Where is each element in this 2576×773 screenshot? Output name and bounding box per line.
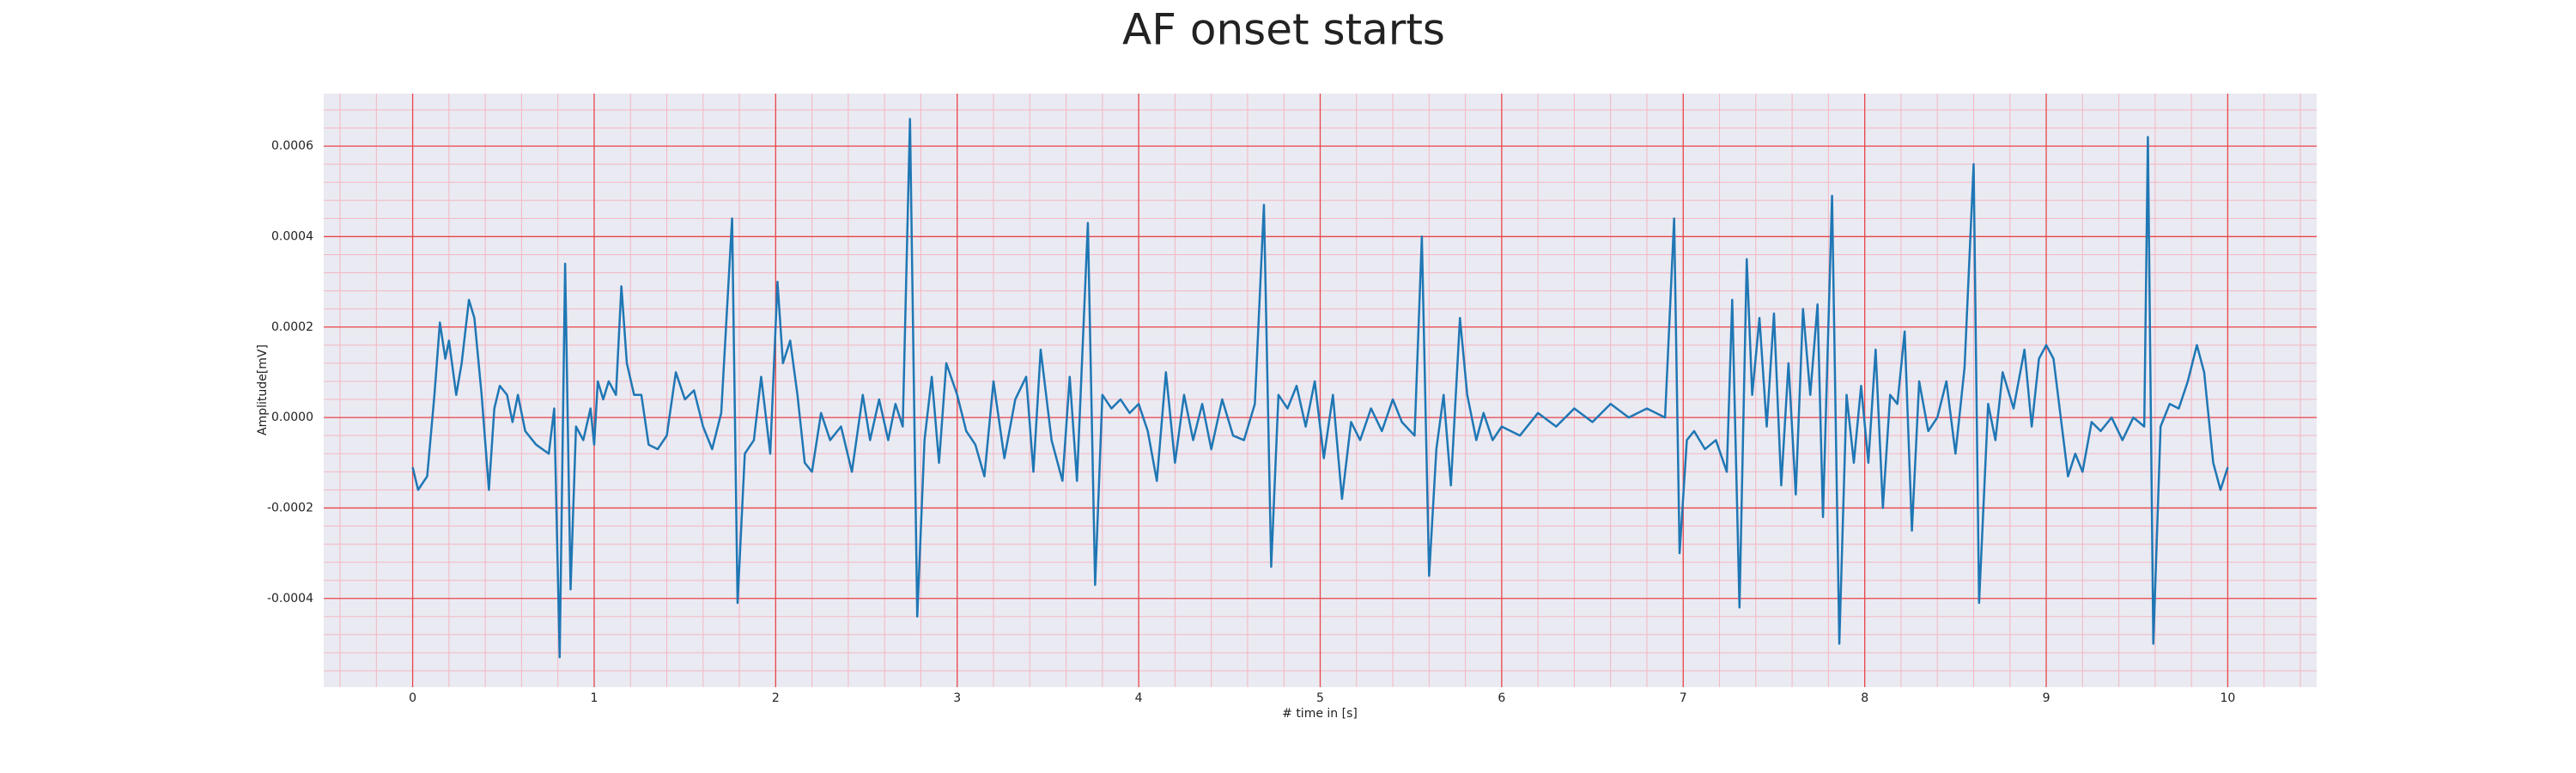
x-tick-label: 9 [2043,691,2050,705]
y-tick-label: 0.0000 [271,411,313,424]
x-tick-label: 4 [1135,691,1143,705]
x-tick-label: 8 [1861,691,1868,705]
x-tick-label: 3 [953,691,961,705]
signal-line [411,118,2229,659]
y-tick-label: 0.0006 [271,139,313,153]
x-tick-label: 1 [591,691,598,705]
x-tick-label: 5 [1316,691,1324,705]
x-tick-label: 0 [409,691,416,705]
y-tick-label: -0.0004 [267,592,313,606]
y-tick-label: 0.0002 [271,320,313,334]
y-tick-label: -0.0002 [267,501,313,514]
x-tick-label: 2 [772,691,780,705]
y-tick-label: 0.0004 [271,229,313,243]
x-axis-label: # time in [s] [1282,707,1358,721]
x-tick-label: 7 [1680,691,1687,705]
y-axis-label: Amplitude[mV] [256,344,270,435]
x-tick-label: 10 [2221,691,2236,705]
x-tick-label: 6 [1498,691,1505,705]
chart-title: AF onset starts [1122,5,1445,55]
